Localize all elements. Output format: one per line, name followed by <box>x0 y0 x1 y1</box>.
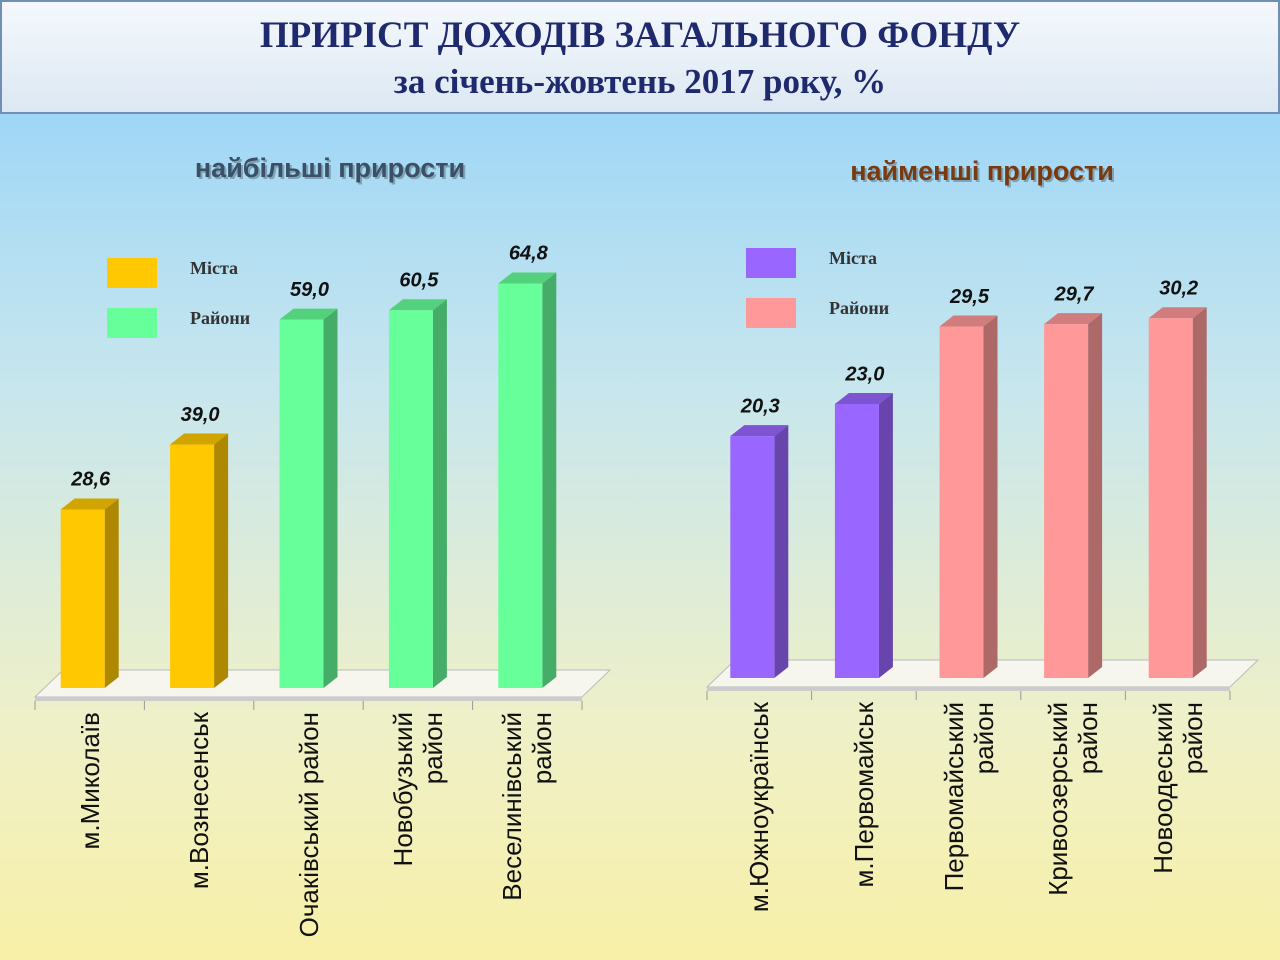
bar <box>730 436 775 678</box>
value-label: 64,8 <box>509 243 549 265</box>
bar-side <box>214 433 229 688</box>
x-tick-label: м.Южноукраїнськ <box>744 702 775 913</box>
legend-label: Міста <box>829 248 877 268</box>
x-tick-label: Новобузький район <box>387 712 448 867</box>
bar <box>1148 318 1193 678</box>
bar-top <box>170 433 229 445</box>
chart-title: найменші прирости <box>850 156 1114 186</box>
legend-label: Райони <box>829 298 889 318</box>
legend-swatch <box>746 298 796 328</box>
chart-title-shadow: найменші прирости <box>852 158 1116 188</box>
bar-top <box>730 425 789 437</box>
value-label: 39,0 <box>181 404 220 426</box>
legend-swatch <box>746 248 796 278</box>
x-tick-label: Веселинівський район <box>497 712 558 901</box>
bar-side <box>878 392 893 678</box>
chart-title: найбільші прирости <box>195 153 465 183</box>
legend-swatch <box>107 258 157 288</box>
bar <box>388 310 433 688</box>
bar-top <box>1148 307 1207 319</box>
subtitle: за січень-жовтень 2017 року, % <box>393 62 887 101</box>
header: ПРИРІСТ ДОХОДІВ ЗАГАЛЬНОГО ФОНДУ за січе… <box>0 0 1280 114</box>
x-tick-label: м.Вознесенськ <box>184 712 215 890</box>
value-label: 20,3 <box>740 395 780 417</box>
bar-top <box>60 498 119 510</box>
bar-side <box>983 315 998 678</box>
value-label: 29,5 <box>949 286 990 308</box>
bar-top <box>834 392 893 404</box>
bar-top <box>498 272 557 284</box>
chart-title-shadow: найбільші прирости <box>197 155 467 185</box>
bar-side <box>1192 307 1207 678</box>
value-label: 28,6 <box>70 469 111 491</box>
value-label: 59,0 <box>290 279 329 301</box>
bar-top <box>388 299 447 311</box>
x-tick-label: Очаківський район <box>293 712 324 938</box>
bar <box>279 319 324 688</box>
x-tick-label: Новоодеський район <box>1147 702 1208 874</box>
title: ПРИРІСТ ДОХОДІВ ЗАГАЛЬНОГО ФОНДУ <box>259 15 1021 56</box>
bar <box>60 509 105 688</box>
bar <box>939 326 984 678</box>
bar-side <box>774 425 789 678</box>
x-tick-label: м.Первомайськ <box>848 702 879 888</box>
bar-side <box>542 272 557 688</box>
bar-top <box>279 308 338 320</box>
legend-label: Міста <box>190 258 238 278</box>
x-tick-label: Кривоозерський район <box>1043 702 1104 896</box>
value-label: 30,2 <box>1159 277 1198 299</box>
bar <box>498 283 543 688</box>
value-label: 23,0 <box>844 363 884 385</box>
bar-side <box>104 498 119 688</box>
bar <box>170 444 215 688</box>
bar-side <box>323 308 338 688</box>
floor-edge <box>707 687 1230 691</box>
x-tick-label: Первомайський район <box>938 702 999 892</box>
bar <box>834 403 879 678</box>
legend-label: Райони <box>190 308 250 328</box>
bar-top <box>939 315 998 327</box>
legend-swatch <box>107 308 157 338</box>
floor-edge <box>35 697 582 701</box>
value-label: 60,5 <box>399 270 439 292</box>
x-tick-label: м.Миколаїв <box>74 712 105 850</box>
bar <box>1044 324 1089 678</box>
bar-side <box>1088 313 1103 678</box>
bar-top <box>1044 313 1103 325</box>
bar-side <box>432 299 447 688</box>
value-label: 29,7 <box>1054 283 1095 305</box>
